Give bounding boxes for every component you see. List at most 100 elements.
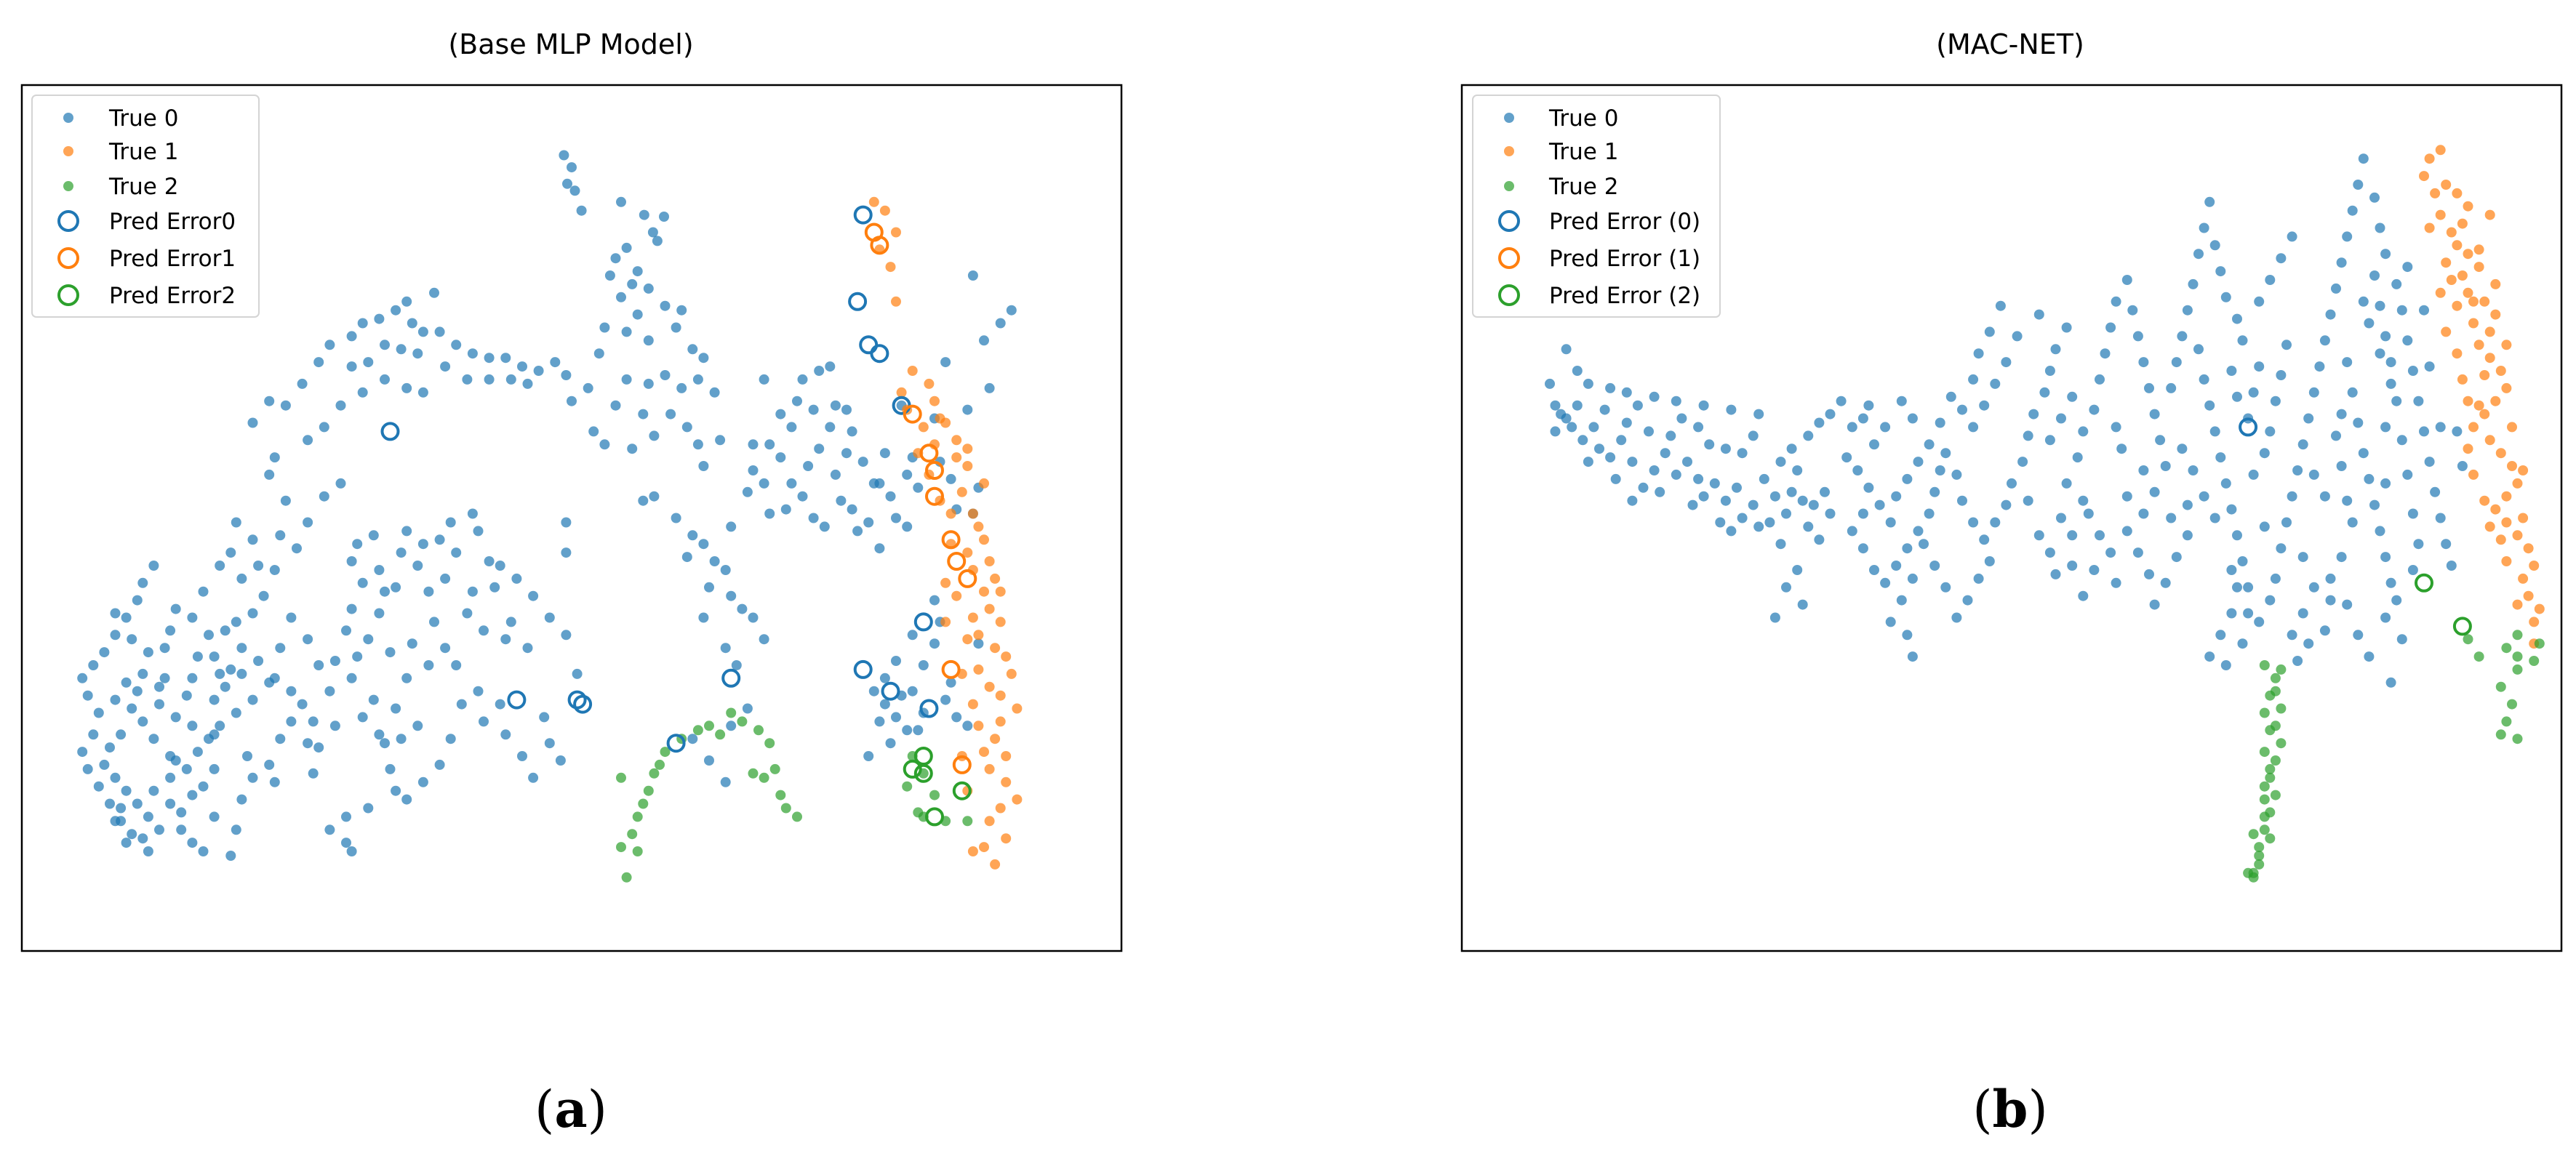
data-point: [434, 326, 445, 337]
data-point: [2463, 249, 2473, 260]
data-point: [132, 686, 143, 697]
data-point: [2127, 305, 2138, 316]
data-point: [1836, 396, 1847, 406]
data-point: [1687, 499, 1698, 510]
data-point: [2446, 561, 2457, 571]
data-point: [2292, 656, 2303, 666]
data-point: [2254, 859, 2265, 870]
data-point: [830, 469, 841, 480]
data-point: [2182, 499, 2193, 510]
data-point: [154, 824, 164, 835]
data-point: [913, 725, 924, 736]
data-point: [1550, 426, 1561, 437]
data-point: [170, 712, 181, 723]
data-point: [720, 565, 731, 575]
data-point: [286, 716, 297, 727]
data-point: [2446, 227, 2457, 238]
data-point: [737, 603, 748, 614]
data-point: [363, 803, 374, 814]
series-a-pred-error2: [903, 747, 972, 827]
legend-a-entry-2: True 2: [63, 174, 178, 200]
data-point: [148, 734, 159, 744]
data-point: [945, 677, 956, 688]
data-point: [2358, 448, 2369, 459]
data-point: [649, 491, 660, 502]
data-point: [154, 699, 164, 710]
data-point: [929, 638, 940, 649]
data-point: [2473, 651, 2484, 662]
data-point: [797, 374, 808, 385]
data-point: [1792, 465, 1803, 475]
data-point: [1797, 495, 1808, 506]
data-point: [303, 634, 313, 645]
pred-error-marker: [958, 569, 977, 588]
data-point: [1907, 651, 1918, 662]
data-point: [2369, 270, 2380, 281]
data-point: [253, 561, 264, 571]
data-point: [1567, 422, 1577, 433]
data-point: [1660, 448, 1671, 459]
series-b-pred-error-2: [2415, 573, 2472, 636]
data-point: [165, 625, 176, 636]
pred-error-marker: [913, 763, 933, 783]
data-point: [984, 382, 995, 393]
legend-a-label-5: Pred Error2: [109, 283, 236, 309]
data-point: [2331, 430, 2341, 441]
panel-b-legend-box: [1472, 95, 1721, 318]
data-point: [2336, 409, 2347, 420]
data-point: [1764, 517, 1775, 528]
data-point: [391, 305, 401, 316]
data-point: [380, 738, 390, 749]
data-point: [2441, 257, 2452, 268]
data-point: [2276, 543, 2287, 554]
data-point: [396, 734, 407, 744]
legend-b-marker-5: [1498, 284, 1520, 306]
data-point: [313, 357, 324, 368]
data-point: [2297, 608, 2308, 619]
data-point: [473, 526, 484, 537]
data-point: [247, 608, 258, 619]
data-point: [687, 344, 698, 355]
data-point: [967, 508, 978, 519]
data-point: [2407, 565, 2418, 575]
data-point: [639, 209, 649, 220]
data-point: [2001, 357, 2012, 368]
data-point: [2254, 361, 2265, 372]
data-point: [638, 495, 649, 506]
data-point: [264, 396, 275, 406]
data-point: [567, 396, 577, 406]
data-point: [1919, 539, 1929, 550]
data-point: [2342, 599, 2353, 610]
data-point: [967, 612, 978, 623]
data-point: [698, 539, 709, 550]
data-point: [984, 816, 995, 827]
pred-error-marker: [903, 759, 922, 779]
data-point: [863, 517, 874, 528]
data-point: [1599, 404, 1610, 415]
data-point: [2259, 747, 2270, 758]
data-point: [505, 617, 516, 627]
data-point: [748, 439, 759, 450]
data-point: [1649, 391, 1660, 402]
data-point: [742, 703, 753, 714]
pred-error-marker: [870, 344, 889, 364]
pred-error-marker: [2452, 617, 2472, 636]
data-point: [187, 838, 198, 848]
data-point: [1720, 443, 1731, 454]
data-point: [616, 772, 626, 783]
data-point: [2353, 630, 2364, 641]
panel-a-legend-entries: True 0 True 1 True 2 Pred Error0 Pred Er…: [57, 105, 236, 309]
data-point: [2479, 495, 2490, 506]
data-point: [891, 296, 901, 307]
data-point: [2265, 275, 2276, 285]
data-point: [2435, 287, 2446, 298]
data-point: [2193, 249, 2204, 260]
data-point: [352, 651, 363, 662]
data-point: [297, 378, 308, 389]
data-point: [176, 824, 187, 835]
legend-b-label-4: Pred Error (1): [1549, 246, 1700, 272]
data-point: [236, 573, 247, 584]
data-point: [264, 759, 275, 770]
data-point: [484, 353, 495, 364]
data-point: [2204, 400, 2215, 411]
